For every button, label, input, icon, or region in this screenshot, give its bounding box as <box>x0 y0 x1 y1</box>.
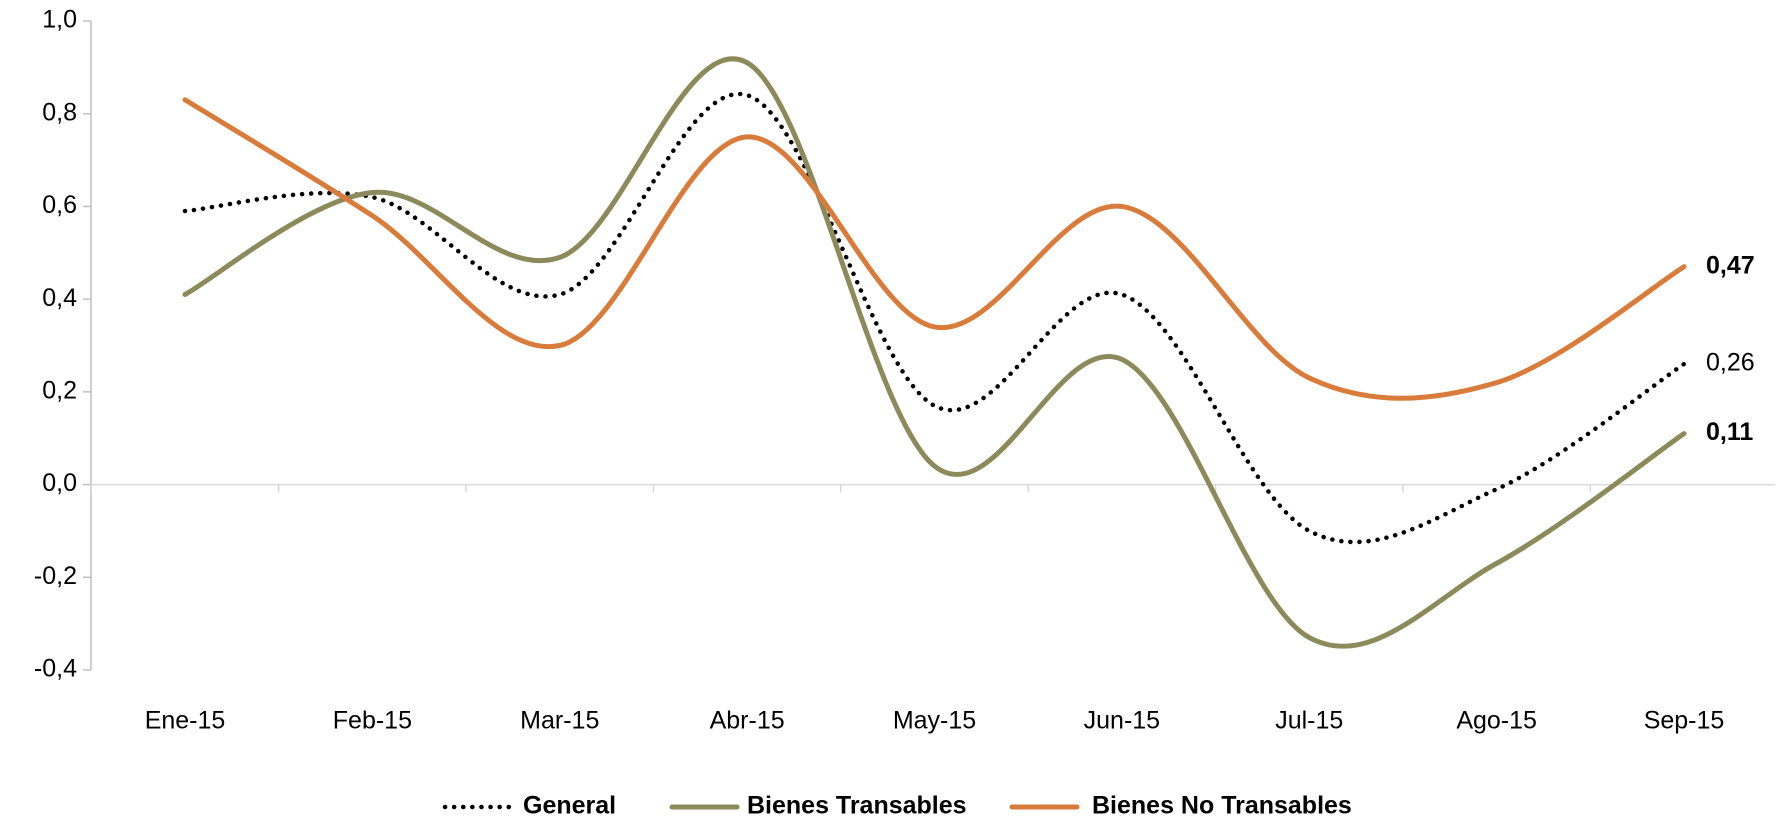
x-tick-label: Mar-15 <box>520 707 599 735</box>
y-tick-label: 0,2 <box>42 376 77 404</box>
x-tick-label: Sep-15 <box>1644 707 1725 735</box>
series-line <box>182 91 1687 545</box>
x-tick-label: Abr-15 <box>710 707 785 735</box>
y-tick-label: -0,4 <box>34 655 77 683</box>
y-tick-label: 0,4 <box>42 284 77 312</box>
y-tick-label: 1,0 <box>42 6 77 34</box>
x-tick-label: Jun-15 <box>1084 707 1160 735</box>
y-tick-label: 0,6 <box>42 191 77 219</box>
x-tick-label: Feb-15 <box>333 707 412 735</box>
x-tick-label: May-15 <box>893 707 976 735</box>
data-label: 0,47 <box>1706 251 1755 279</box>
series-line <box>182 97 1687 401</box>
data-label: 0,26 <box>1706 349 1755 377</box>
series-line <box>182 56 1687 649</box>
legend-label: Bienes No Transables <box>1092 792 1352 817</box>
legend-label: General <box>523 792 616 817</box>
y-tick-label: 0,0 <box>42 469 77 497</box>
x-tick-label: Jul-15 <box>1275 707 1343 735</box>
y-tick-label: 0,8 <box>42 98 77 126</box>
data-label: 0,11 <box>1706 418 1753 446</box>
y-tick-label: -0,2 <box>34 562 77 590</box>
x-tick-label: Ene-15 <box>145 707 226 735</box>
legend-label: Bienes Transables <box>747 792 967 817</box>
x-tick-label: Ago-15 <box>1456 707 1537 735</box>
